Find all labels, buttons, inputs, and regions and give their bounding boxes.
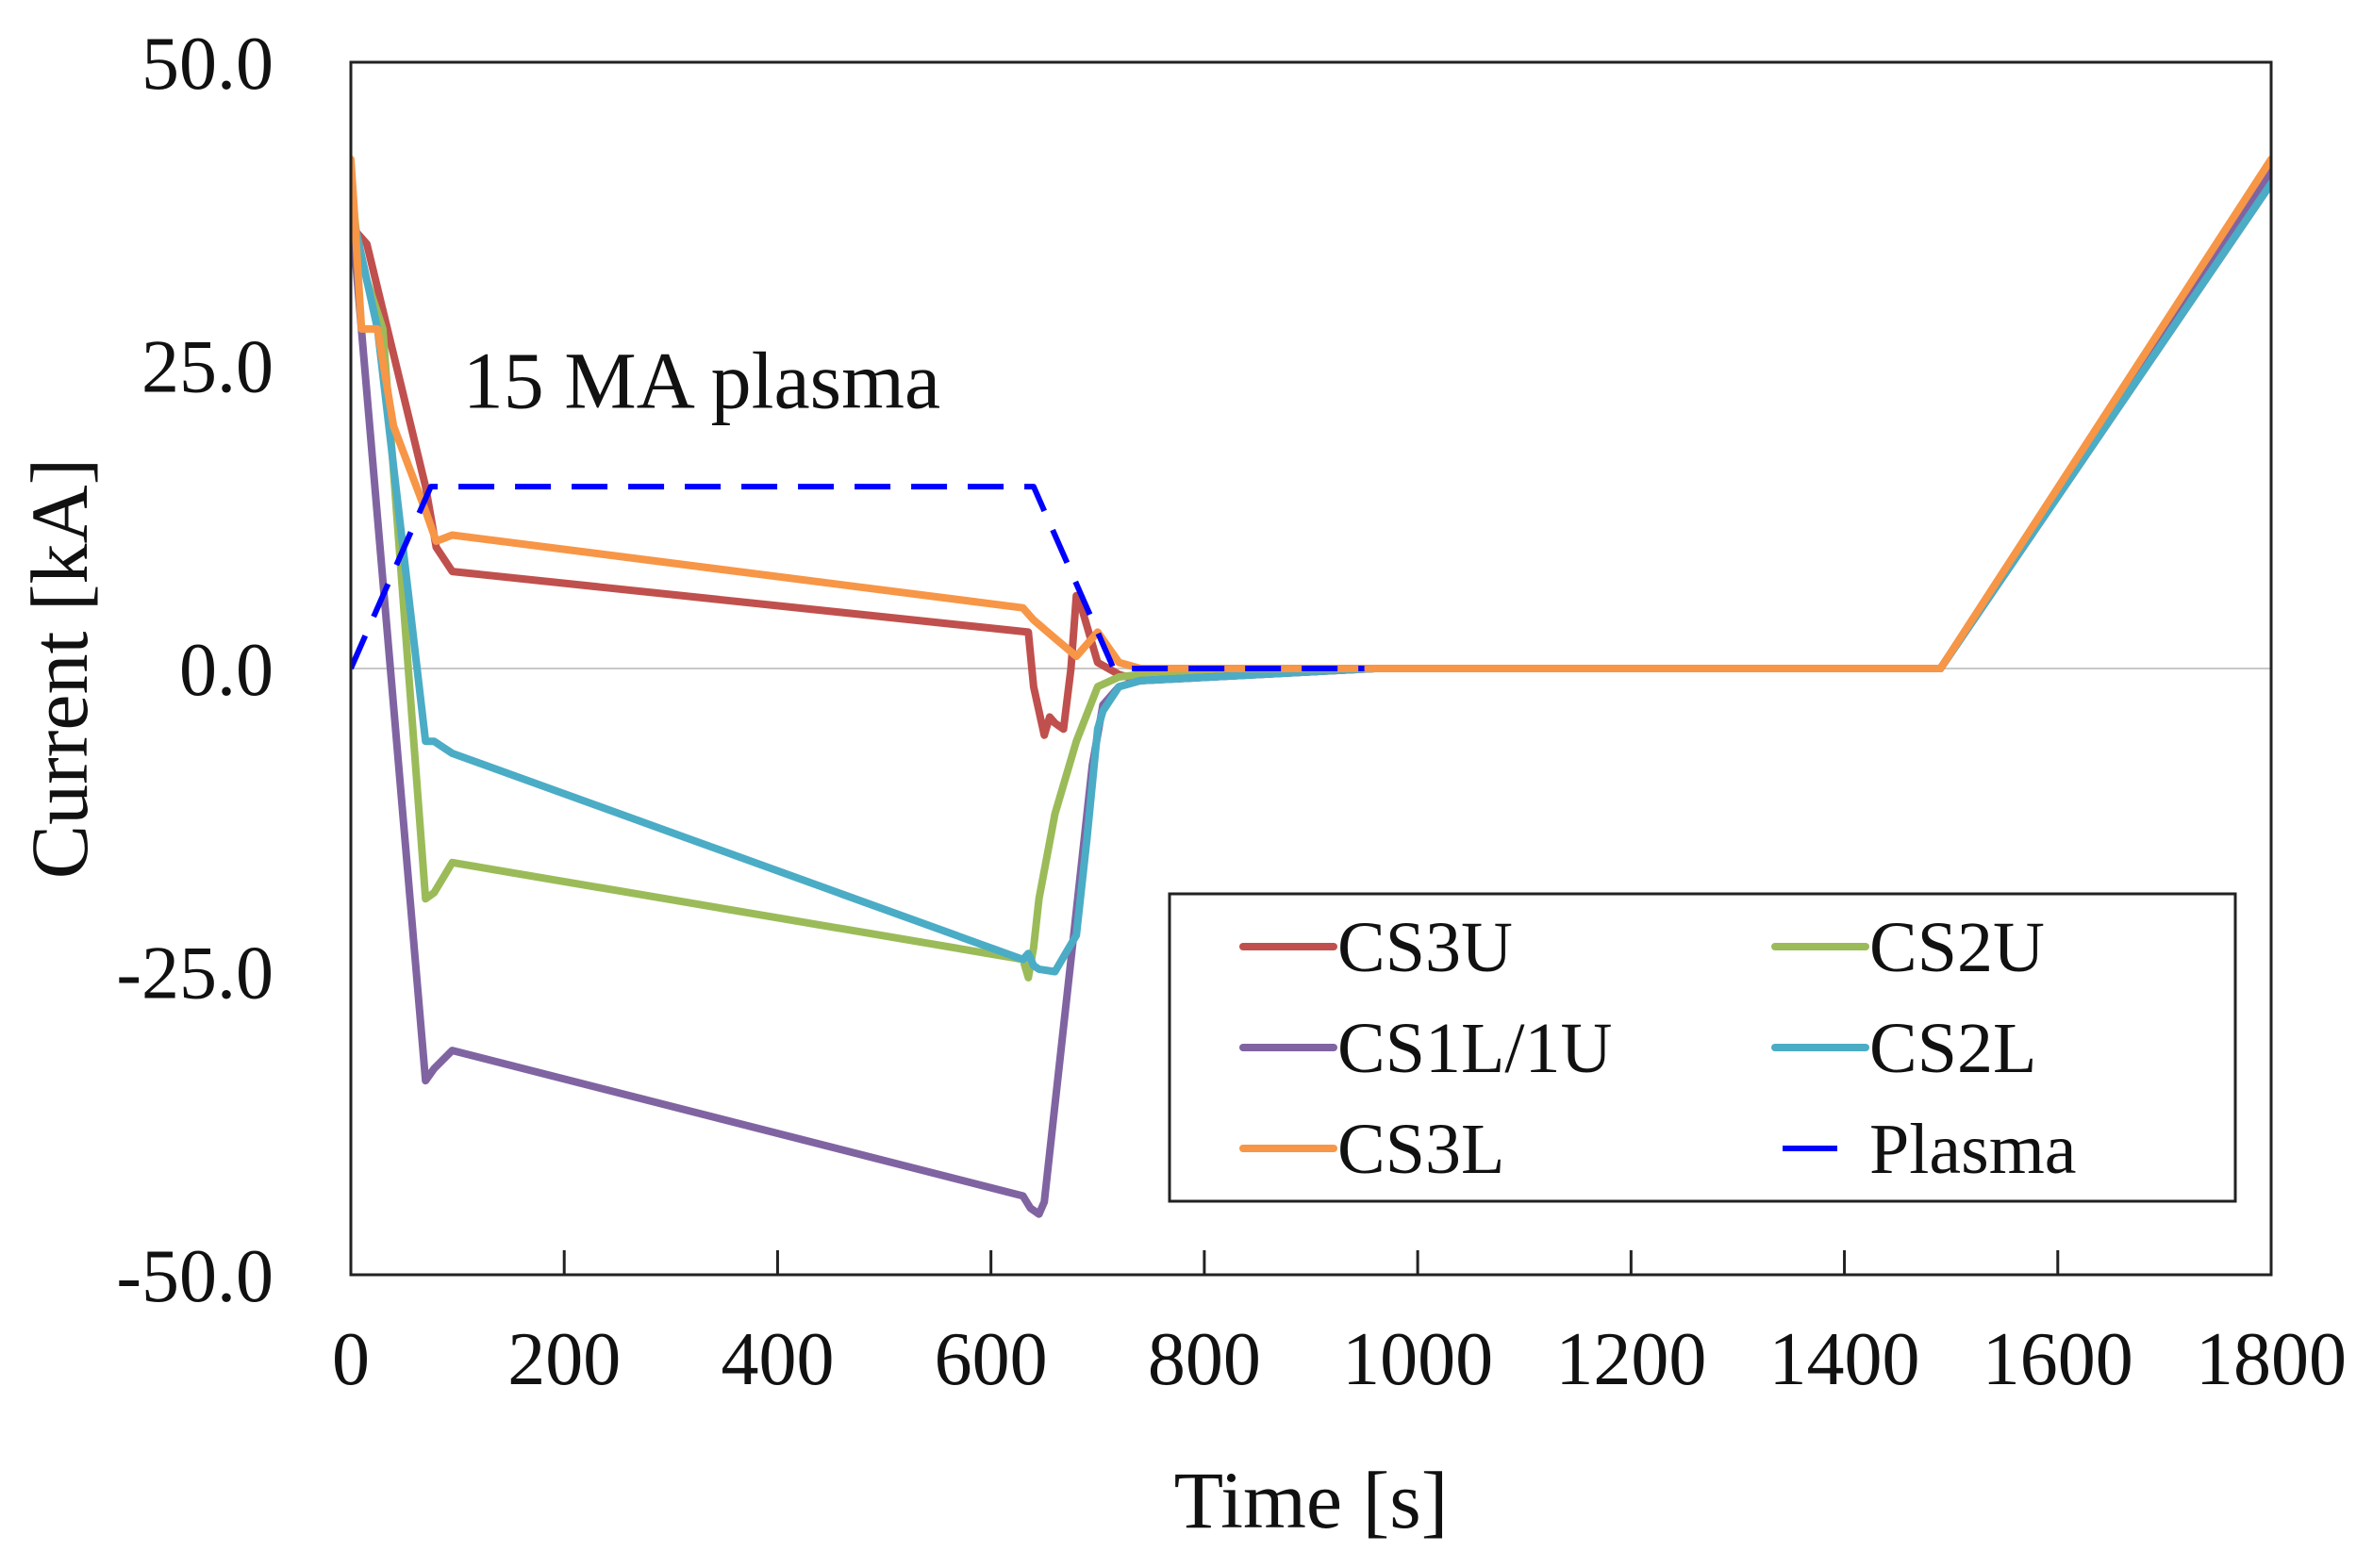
y-tick-label: -50.0 (116, 1235, 274, 1318)
annotation-layer: 15 MA plasma (463, 336, 940, 426)
x-tick-label: 1600 (1983, 1318, 2133, 1401)
annotation-label: 15 MA plasma (463, 336, 940, 426)
y-tick-label: 0.0 (179, 629, 274, 712)
x-tick-label: 1200 (1555, 1318, 1706, 1401)
y-tick-label: 25.0 (141, 326, 274, 409)
x-tick-label: 1400 (1769, 1318, 1920, 1401)
x-tick-label: 400 (721, 1318, 834, 1401)
x-tick-label: 1800 (2196, 1318, 2347, 1401)
x-ticks-layer: 0 200 400 600 800 1000 1200 1400 1600 1800 (332, 1250, 2347, 1401)
y-tick-label: 50.0 (141, 23, 274, 106)
legend-label-cs2u: CS2U (1869, 908, 2045, 987)
legend-label-cs2l: CS2L (1869, 1009, 2036, 1088)
legend-label-cs1l-1u: CS1L/1U (1337, 1009, 1612, 1088)
y-tick-label: -25.0 (116, 933, 274, 1015)
legend-label-cs3u: CS3U (1337, 908, 1513, 987)
series-layer (351, 155, 2271, 1218)
series-line-cs2u (351, 167, 2271, 982)
legend-items: CS3U CS2U CS1L/1U CS2L CS3L Plasma (1239, 908, 2077, 1189)
x-tick-label: 600 (935, 1318, 1048, 1401)
legend: CS3U CS2U CS1L/1U CS2L CS3L Plasma (1168, 892, 2237, 1203)
y-ticks-layer: 50.0 25.0 0.0 -25.0 -50.0 (116, 23, 274, 1318)
series-line-cs2l (351, 179, 2271, 976)
series-line-cs3l (351, 155, 2271, 672)
x-axis-title: Time [s] (1174, 1455, 1449, 1545)
series-line-cs3u (351, 179, 2271, 739)
plot-frame (349, 60, 2273, 1277)
legend-box (1168, 892, 2237, 1203)
y-axis-title: Current [kA] (14, 458, 105, 880)
series-line-plasma (351, 484, 1365, 671)
x-tick-label: 0 (332, 1318, 370, 1401)
x-tick-label: 800 (1148, 1318, 1261, 1401)
legend-label-cs3l: CS3L (1337, 1110, 1504, 1189)
legend-label-plasma: Plasma (1869, 1110, 2077, 1189)
x-tick-label: 200 (507, 1318, 621, 1401)
x-tick-label: 1000 (1342, 1318, 1493, 1401)
